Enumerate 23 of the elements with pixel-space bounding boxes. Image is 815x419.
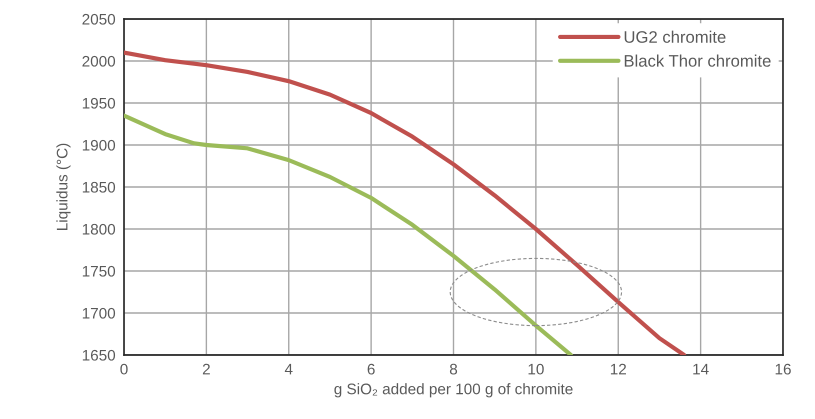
y-tick-label: 1850 [82,182,116,193]
x-tick-label: 2 [202,364,210,374]
x-axis-title: g SiO₂ added per 100 g of chromite [334,383,573,398]
x-tick-label: 0 [120,364,128,375]
y-tick-label: 1700 [82,308,116,319]
x-tick-label: 6 [368,364,375,375]
y-tick-label: 1900 [82,140,116,151]
y-tick-label: 1800 [82,224,116,235]
x-tick-label: 14 [693,364,709,374]
legend-label: UG2 chromite [624,30,726,43]
legend-label: Black Thor chromite [624,54,771,67]
y-axis-title: Liquidus (°C) [56,144,71,230]
y-tick-label: 2000 [82,56,116,67]
y-tick-label: 1650 [82,350,116,361]
y-tick-label: 1750 [82,266,116,277]
x-tick-label: 10 [528,364,544,375]
x-tick-label: 12 [610,364,626,374]
x-tick-label: 4 [284,364,293,374]
line-series [124,114,573,355]
x-tick-label: 16 [776,364,791,375]
y-tick-label: 2050 [82,14,116,25]
y-tick-label: 1950 [82,98,116,109]
x-tick-label: 8 [450,364,458,375]
